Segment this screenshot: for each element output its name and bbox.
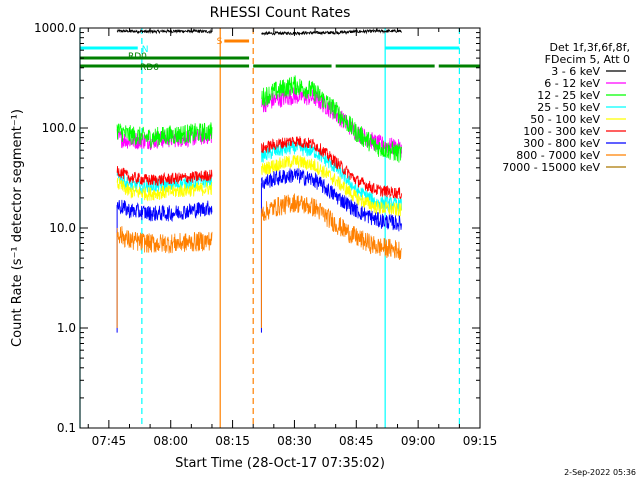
legend-label-2: 12 - 25 keV	[537, 89, 600, 102]
x-tick-label-2: 08:15	[215, 434, 250, 448]
x-tick-label-6: 09:15	[463, 434, 498, 448]
legend-header-0: Det 1f,3f,6f,8f,	[549, 41, 630, 54]
timestamp: 2-Sep-2022 05:36	[564, 468, 636, 477]
series-line-2-1	[261, 75, 402, 163]
legend-header-1: FDecim 5, Att 0	[545, 53, 630, 66]
x-tick-label-5: 09:00	[401, 434, 436, 448]
annotation-label-s: S	[217, 37, 223, 47]
x-tick-label-1: 08:00	[153, 434, 188, 448]
y-tick-label-0: 0.1	[57, 421, 76, 435]
legend: Det 1f,3f,6f,8f,FDecim 5, Att 03 - 6 keV…	[502, 41, 630, 174]
x-axis-label: Start Time (28-Oct-17 07:35:02)	[175, 456, 385, 471]
legend-label-0: 3 - 6 keV	[551, 65, 600, 78]
series-line-2-0	[116, 122, 213, 149]
x-tick-label-0: 07:45	[92, 434, 127, 448]
y-tick-label-2: 10.0	[49, 221, 76, 235]
legend-label-1: 6 - 12 keV	[544, 77, 600, 90]
series-line-5-0	[116, 165, 213, 186]
y-tick-label-3: 100.0	[42, 121, 76, 135]
legend-label-8: 7000 - 15000 keV	[502, 161, 600, 174]
series-line-4-0	[116, 177, 213, 202]
series-line-4-1	[261, 155, 402, 217]
annotation-label-rd6: RD6	[140, 63, 159, 73]
chart-title: RHESSI Count Rates	[210, 5, 351, 21]
legend-label-3: 25 - 50 keV	[537, 101, 600, 114]
x-tick-label-4: 08:45	[339, 434, 374, 448]
series-line-5-1	[261, 136, 402, 200]
series-line-6-0	[116, 199, 213, 222]
annotation-label-rd0: RD0	[128, 52, 147, 62]
series-line-0-0	[116, 28, 213, 35]
axis-ticks: 0.1 1.0 10.0 100.0 1000.0 07:45 08:00 08:15 08:3…	[34, 21, 497, 448]
series-line-7-0	[116, 226, 213, 254]
legend-label-7: 800 - 7000 keV	[516, 149, 600, 162]
y-tick-label-1: 1.0	[57, 321, 76, 335]
y-tick-label-4: 1000.0	[34, 21, 76, 35]
legend-label-4: 50 - 100 keV	[530, 113, 600, 126]
annotation-label-n: N	[142, 45, 149, 55]
legend-label-6: 300 - 800 keV	[523, 137, 600, 150]
y-axis-label: Count Rate (s⁻¹ detector segment⁻¹)	[10, 109, 25, 347]
legend-label-5: 100 - 300 keV	[523, 125, 600, 138]
series-line-7-1	[261, 193, 402, 260]
series-line-0-1	[261, 28, 402, 37]
x-tick-label-3: 08:30	[277, 434, 312, 448]
series-line-6-1	[261, 168, 402, 232]
